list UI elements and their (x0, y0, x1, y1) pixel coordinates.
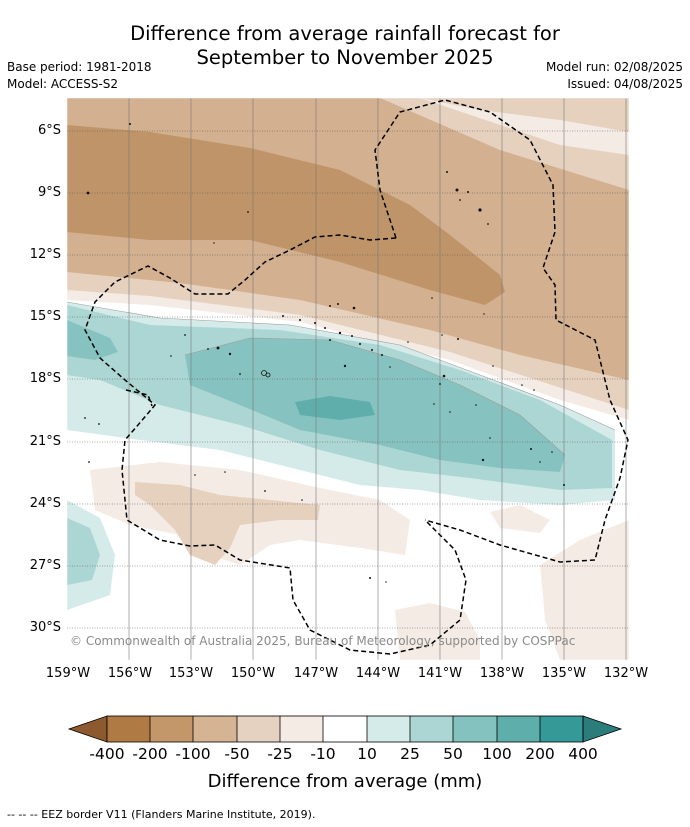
wet-dark-region (295, 396, 375, 420)
colorbar-swatch (410, 716, 453, 742)
colorbar-swatch (497, 716, 540, 742)
colorbar-outline (106, 715, 584, 743)
colorbar-label: -200 (132, 745, 168, 763)
colorbar-label: -50 (224, 745, 250, 763)
wet-light-south (67, 518, 100, 585)
colorbar-label: -400 (89, 745, 125, 763)
lat-label: 18°S (29, 371, 61, 386)
latitude-gridlines (67, 130, 629, 629)
eez-legend-note: -- -- -- EEZ border V11 (Flanders Marine… (7, 808, 316, 821)
colorbar (67, 715, 623, 743)
colorbar-title: Difference from average (mm) (207, 771, 483, 792)
lon-label: 138°W (479, 666, 525, 681)
meta-right: Model run: 02/08/2025 Issued: 04/08/2025 (546, 59, 683, 93)
colorbar-label: 200 (525, 745, 555, 763)
lat-label: 6°S (37, 123, 61, 138)
colorbar-extend-high (582, 715, 623, 743)
rainfall-map (67, 98, 629, 660)
issued-date: Issued: 04/08/2025 (567, 77, 683, 91)
lon-label: 153°W (168, 666, 214, 681)
colorbar-swatch (150, 716, 193, 742)
model-run: Model run: 02/08/2025 (545, 60, 683, 74)
lat-label: 30°S (29, 620, 61, 635)
colorbar-label: -10 (310, 745, 336, 763)
lon-label: 159°W (45, 666, 91, 681)
meta-left: Base period: 1981-2018 Model: ACCESS-S2 (7, 59, 152, 93)
island-ring (265, 372, 271, 378)
title-line-2: September to November 2025 (196, 46, 494, 69)
colorbar-swatch (323, 716, 367, 742)
colorbar-extend-low (67, 715, 108, 743)
colorbar-swatch (280, 716, 323, 742)
colorbar-label: 10 (357, 745, 377, 763)
lon-label: 147°W (293, 666, 339, 681)
colorbar-swatch (367, 716, 410, 742)
dry-dark-band (67, 125, 505, 305)
lon-label: 156°W (107, 666, 153, 681)
colorbar-swatch (193, 716, 237, 742)
base-period: Base period: 1981-2018 (7, 60, 152, 74)
colorbar-dividers (149, 716, 541, 742)
lon-label: 150°W (230, 666, 276, 681)
contour-line (184, 337, 566, 456)
copyright-notice: © Commonwealth of Australia 2025, Bureau… (70, 634, 576, 648)
colorbar-label: 400 (568, 745, 598, 763)
lat-label: 15°S (29, 309, 61, 324)
lon-label: 135°W (541, 666, 587, 681)
colorbar-swatch (107, 716, 150, 742)
contour-line (67, 301, 616, 431)
lat-label: 21°S (29, 434, 61, 449)
map-frame (66, 97, 630, 661)
colorbar-label: 50 (443, 745, 463, 763)
lon-label: 132°W (603, 666, 649, 681)
island-ring (261, 370, 267, 376)
lat-label: 27°S (29, 558, 61, 573)
map-title: Difference from average rainfall forecas… (0, 22, 690, 70)
eez-border-line (374, 99, 629, 563)
colorbar-label: 100 (482, 745, 512, 763)
colorbar-label: -25 (267, 745, 293, 763)
lon-label: 144°W (355, 666, 401, 681)
eez-border-line (84, 234, 467, 655)
islands (84, 123, 565, 583)
lat-label: 24°S (29, 496, 61, 511)
title-line-1: Difference from average rainfall forecas… (130, 22, 560, 45)
longitude-gridlines (128, 98, 627, 660)
lat-label: 12°S (29, 247, 61, 262)
colorbar-label: -100 (175, 745, 211, 763)
lat-label: 9°S (37, 185, 61, 200)
colorbar-swatch (540, 716, 583, 742)
eez-borders (84, 99, 629, 655)
dry-light-south (135, 482, 320, 565)
lon-label: 141°W (417, 666, 463, 681)
colorbar-swatch (453, 716, 497, 742)
colorbar-swatch (237, 716, 280, 742)
model-name: Model: ACCESS-S2 (7, 77, 119, 91)
colorbar-label: 25 (400, 745, 420, 763)
